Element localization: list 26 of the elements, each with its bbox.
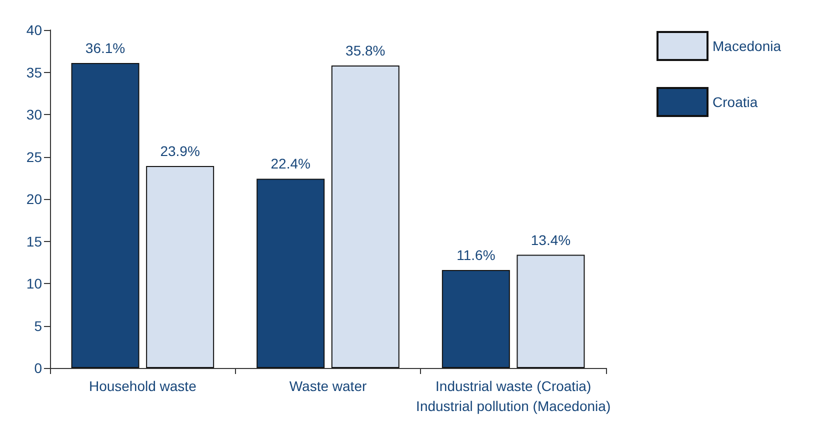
bar [71,62,140,368]
x-tick-label: Industrial waste (Croatia) Industrial pollution (Macedonia) [416,378,611,414]
data-label: 36.1% [85,40,126,56]
y-tick-label: 40 [26,22,42,38]
data-label: 35.8% [346,42,386,58]
y-tick-label: 10 [26,276,42,292]
bar [442,270,510,368]
y-tick-label: 30 [26,106,42,122]
bar [146,166,214,368]
x-tick-label: Waste water [289,378,367,394]
y-tick-label: 5 [34,318,42,334]
data-label: 23.9% [160,143,200,160]
y-tick-label: 0 [34,360,42,376]
y-tick-label: 15 [26,233,42,250]
bar [516,254,585,368]
data-label: 22.4% [270,156,310,172]
bar [331,65,400,368]
x-tick-label: Household waste [88,378,197,394]
data-label: 11.6% [456,246,496,263]
bar [256,178,325,368]
y-tick-label: 25 [26,148,42,165]
legend-label: Macedonia [712,38,782,54]
data-label: 13.4% [530,232,571,248]
y-tick-label: 20 [26,191,42,207]
legend-label: Croatia [712,94,758,110]
y-tick-label: 35 [26,64,42,80]
